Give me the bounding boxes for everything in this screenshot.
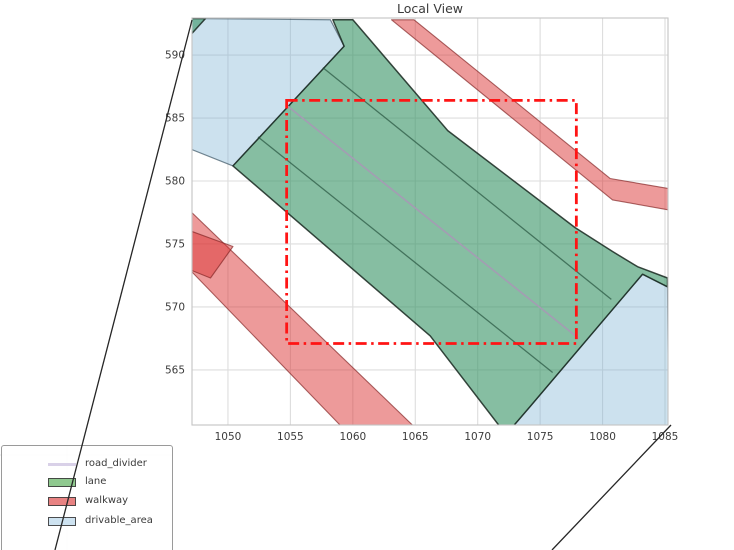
legend-swatch-drivable_area <box>48 517 76 526</box>
walkway-polygon-1 <box>192 212 414 425</box>
legend-row-drivable_area: drivable_area <box>2 515 172 529</box>
legend-label-walkway: walkway <box>85 495 129 506</box>
y-tick-label-580: 580 <box>165 176 185 188</box>
y-tick-label-585: 585 <box>165 113 185 125</box>
map-layers <box>192 18 668 425</box>
legend-swatch-walkway <box>48 497 76 506</box>
road_divider-line-0 <box>286 104 580 340</box>
plot-title: Local View <box>396 1 464 16</box>
walkway-polygon-2 <box>192 230 234 279</box>
legend-row-road_divider: road_divider <box>2 458 172 472</box>
lane_boundary_lines-line-1 <box>257 136 554 373</box>
x-tick-label-1070: 1070 <box>464 431 491 443</box>
legend-row-lane: lane <box>2 476 172 490</box>
x-tick-label-1065: 1065 <box>402 431 429 443</box>
legend-row-walkway: walkway <box>2 495 172 509</box>
y-tick-label-570: 570 <box>165 301 185 313</box>
x-tick-label-1050: 1050 <box>215 431 242 443</box>
x-tick-label-1055: 1055 <box>277 431 304 443</box>
y-tick-label-590: 590 <box>165 50 185 62</box>
walkway-polygon-0 <box>390 19 668 211</box>
legend-swatch-road_divider-line <box>48 463 76 466</box>
x-tick-label-1080: 1080 <box>589 431 616 443</box>
legend-label-lane: lane <box>85 476 107 487</box>
y-tick-label-575: 575 <box>165 238 185 250</box>
x-tick-label-1085: 1085 <box>652 431 679 443</box>
lane-polygon-0 <box>232 19 668 425</box>
x-tick-label-1075: 1075 <box>527 431 554 443</box>
legend-label-drivable_area: drivable_area <box>85 515 153 526</box>
legend-label-road_divider: road_divider <box>85 458 147 469</box>
roi-box <box>285 98 578 345</box>
legend-swatch-lane <box>48 478 76 487</box>
y-tick-label-565: 565 <box>165 364 185 376</box>
x-tick-label-1060: 1060 <box>339 431 366 443</box>
lane_boundary_lines-line-0 <box>322 67 612 300</box>
